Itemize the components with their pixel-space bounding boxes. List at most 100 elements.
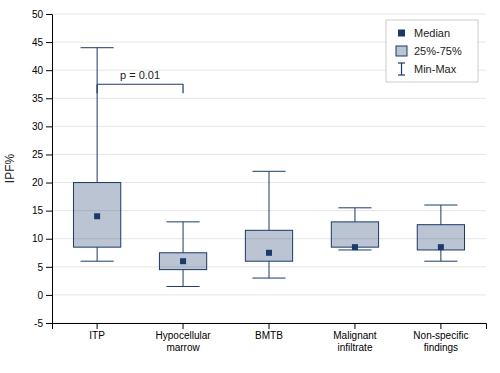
legend-item: Min-Max [398, 63, 457, 75]
y-tick-label: 20 [32, 177, 44, 188]
x-tick: BMTB [255, 323, 283, 341]
legend: Median 25%-75% Min-Max [386, 20, 478, 82]
y-tick-label: 10 [32, 233, 44, 244]
whisker-upper [354, 208, 355, 222]
box-group [159, 222, 206, 287]
y-tick-mark [46, 267, 52, 268]
x-tick: Hypocellularmarrow [156, 323, 212, 353]
whisker-cap-min [424, 261, 457, 262]
x-tick-label: Hypocellularmarrow [156, 330, 212, 353]
y-axis-title: IPF% [3, 154, 17, 184]
legend-label: Median [414, 27, 450, 39]
grid-line [52, 14, 486, 15]
y-tick: 15 [32, 205, 52, 216]
bracket-line [182, 84, 183, 93]
legend-median-swatch [398, 30, 405, 37]
y-tick-mark [46, 98, 52, 99]
x-tick-label-line: marrow [166, 342, 200, 353]
x-tick-mark [269, 323, 270, 329]
y-tick-mark [46, 14, 52, 15]
legend-range-swatch [398, 63, 405, 75]
median-marker [352, 244, 358, 250]
whisker-upper [183, 222, 184, 253]
y-tick-label: 25 [32, 149, 44, 160]
whisker-cap-min [252, 278, 285, 279]
y-tick-mark [46, 295, 52, 296]
x-tick: ITP [89, 323, 105, 341]
legend-frame [386, 20, 478, 82]
median-marker [94, 213, 100, 219]
x-tick-label: Malignantinfiltrate [333, 330, 377, 353]
y-axis: -505101520253035404550 [32, 9, 53, 329]
y-tick-mark [46, 126, 52, 127]
grid-line [52, 294, 486, 295]
legend-item: Median [398, 27, 450, 39]
y-tick-mark [46, 323, 52, 324]
whisker-cap-max [424, 205, 457, 206]
x-tick: Malignantinfiltrate [333, 323, 377, 353]
legend-item: 25%-75% [396, 45, 462, 57]
box [159, 253, 206, 270]
whisker-lower [183, 270, 184, 287]
y-tick: 20 [32, 177, 52, 188]
box-group [73, 48, 120, 261]
y-tick-label: 35 [32, 93, 44, 104]
median-marker [438, 244, 444, 250]
y-tick-mark [46, 42, 52, 43]
whisker-lower [97, 247, 98, 261]
bracket-line [97, 84, 98, 93]
y-tick: 35 [32, 93, 52, 104]
chart: -505101520253035404550ITPHypocellularmar… [0, 0, 500, 373]
whisker-cap-min [167, 286, 200, 287]
median-marker [266, 250, 272, 256]
x-tick-label-line: ITP [89, 330, 105, 341]
y-tick: 10 [32, 233, 52, 244]
box [245, 230, 292, 261]
y-tick: -5 [34, 318, 52, 329]
x-tick-mark [183, 323, 184, 329]
y-tick-label: 0 [37, 290, 43, 301]
y-tick-label: 45 [32, 37, 44, 48]
grid [52, 14, 486, 323]
x-tick: Non-specificfindings [413, 323, 468, 353]
whisker-upper [440, 205, 441, 225]
x-tick-mark [354, 323, 355, 329]
x-tick-label: ITP [89, 330, 105, 341]
box [417, 225, 464, 250]
x-axis: ITP Hypocellularmarrow BMTB Malignantinfilt… [53, 323, 487, 353]
y-tick: 50 [32, 9, 52, 20]
x-tick-label-line: Non-specific [413, 330, 468, 341]
legend-box-swatch [396, 46, 407, 56]
whisker-cap-max [338, 207, 371, 208]
y-tick-label: 40 [32, 65, 44, 76]
box [331, 222, 378, 247]
plot: -505101520253035404550ITPHypocellularmar… [3, 9, 487, 353]
whisker-lower [269, 261, 270, 278]
x-tick-label-line: Hypocellular [156, 330, 212, 341]
x-tick-mark [97, 323, 98, 329]
y-tick-label: 50 [32, 9, 44, 20]
legend-label: Min-Max [414, 63, 457, 75]
y-tick-label: 30 [32, 121, 44, 132]
y-tick-label: -5 [34, 318, 43, 329]
box-group [245, 171, 292, 278]
whisker-lower [440, 250, 441, 261]
legend-label: 25%-75% [414, 45, 462, 57]
grid-line [52, 98, 486, 99]
median-marker [180, 258, 186, 264]
box-group [417, 205, 464, 261]
y-tick: 45 [32, 37, 52, 48]
x-tick-label-line: findings [424, 342, 458, 353]
whisker-upper [269, 171, 270, 230]
y-tick-mark [46, 70, 52, 71]
y-tick-label: 15 [32, 205, 44, 216]
grid-line [52, 154, 486, 155]
whisker-cap-max [167, 221, 200, 222]
significance-label: p = 0.01 [120, 69, 160, 81]
marks [73, 48, 464, 287]
box-group [331, 208, 378, 250]
y-axis-line [46, 15, 53, 324]
x-tick-mark [440, 323, 441, 329]
x-tick-label: Non-specificfindings [413, 330, 468, 353]
x-tick-label: BMTB [255, 330, 283, 341]
